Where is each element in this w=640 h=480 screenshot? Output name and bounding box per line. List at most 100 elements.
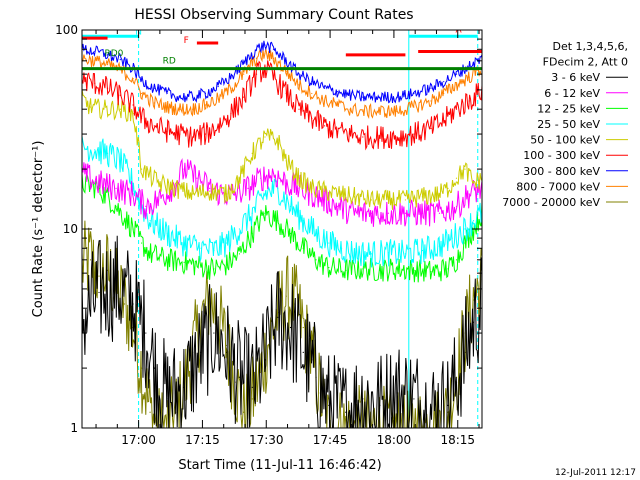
series-25-50-kev-point-9 — [200, 247, 202, 249]
series-3-6-kev-point-16 — [302, 351, 304, 353]
legend: Det 1,3,4,5,6, FDecim 2, Att 0 3 - 6 keV 6 … — [502, 40, 628, 209]
series-12-25-kev-point-27 — [464, 242, 466, 244]
series-6-12-kev-trace — [82, 158, 482, 227]
series-12-25-kev-point-25 — [447, 268, 449, 270]
series-6-12-kev-point-13 — [260, 177, 262, 179]
series-300-800-kev-point-21 — [336, 91, 338, 93]
series-25-50-kev-point-15 — [277, 187, 279, 189]
series-3-6-kev-point-10 — [226, 351, 228, 353]
legend-6-12-kev-label: 6 - 12 keV — [544, 87, 600, 100]
series-800-7000-kev-point-25 — [396, 110, 398, 112]
series-6-12-kev-point-12 — [247, 187, 249, 189]
series-300-800-kev-point-24 — [379, 96, 381, 98]
series-100-300-kev-point-2 — [106, 87, 109, 89]
series-25-50-kev-point-2 — [106, 152, 109, 154]
series-50-100-kev-point-10 — [209, 190, 211, 192]
series-25-50-kev-point-4 — [132, 182, 134, 184]
series-800-7000-kev-point-16 — [272, 57, 275, 59]
series-3-6-kev-point-12 — [251, 386, 253, 388]
axes: 17:00 17:15 17:30 17:45 18:00 18:15 1 10 100 — [55, 23, 482, 447]
legend-3-6-kev-label: 3 - 6 keV — [551, 71, 600, 84]
series-800-7000-kev-point-4 — [132, 77, 134, 80]
series-25-50-kev-point-13 — [251, 212, 253, 214]
series-6-12-kev-point-17 — [311, 193, 313, 195]
series-25-50-kev-point-20 — [340, 247, 343, 249]
series-6-12-kev-point-15 — [285, 182, 287, 184]
legend-12-25-kev-label: 12 - 25 keV — [537, 102, 600, 115]
series-6-12-kev-point-25 — [438, 212, 441, 214]
annotation-rd: RD — [163, 56, 176, 66]
series-300-800-kev — [82, 40, 482, 104]
series-100-300-kev-point-29 — [455, 108, 458, 110]
series-800-7000-kev-point-26 — [413, 106, 415, 108]
series-300-800-kev-point-2 — [106, 54, 109, 56]
series-3-6-kev-point-22 — [396, 392, 398, 394]
series-300-800-kev-point-26 — [413, 92, 415, 95]
series-50-100-kev-point-3 — [119, 108, 121, 110]
series-800-7000-kev-point-11 — [217, 98, 219, 100]
series-50-100-kev-point-25 — [421, 196, 424, 198]
series-800-7000-kev-point-15 — [264, 53, 266, 55]
series-300-800-kev-point-18 — [298, 73, 300, 75]
series-300-800-kev-point-1 — [94, 50, 96, 53]
series-3-6-kev-point-20 — [362, 398, 364, 400]
series-100-300-kev-point-24 — [379, 136, 381, 138]
x-tick-label-17-00: 17:00 — [121, 433, 156, 447]
series-6-12-kev-point-10 — [221, 193, 224, 195]
series-300-800-kev-point-12 — [230, 76, 232, 78]
series-100-300-kev-point-25 — [396, 136, 398, 138]
series-6-12-kev-point-22 — [387, 212, 389, 214]
series-50-100-kev-point-16 — [285, 160, 287, 162]
series-300-800-kev-point-25 — [396, 96, 398, 98]
series-50-100-kev-point-27 — [447, 187, 449, 189]
legend-7000-20000-kev-label: 7000 - 20000 keV — [502, 196, 600, 209]
series-300-800-kev-trace — [82, 40, 482, 104]
series-800-7000-kev-point-13 — [243, 73, 245, 75]
marks — [82, 30, 482, 428]
legend-header-line-0: Det 1,3,4,5,6, — [552, 40, 628, 53]
series-25-50-kev-point-3 — [119, 160, 121, 162]
series-6-12-kev-point-18 — [323, 199, 326, 201]
series-6-12-kev-point-2 — [115, 187, 117, 189]
series-25-50-kev-point-8 — [183, 242, 185, 244]
series-3-6-kev-point-15 — [289, 326, 292, 329]
legend-25-50-kev-label: 25 - 50 keV — [537, 118, 600, 131]
x-tick-label-17-15: 17:15 — [185, 433, 220, 447]
series-12-25-kev-point-22 — [396, 268, 398, 270]
series-100-300-kev-point-20 — [323, 125, 326, 127]
series-50-100-kev-point-8 — [175, 187, 177, 189]
series-25-50-kev-point-1 — [94, 149, 96, 151]
series-800-7000-kev-point-6 — [153, 102, 155, 104]
y-tick-label-100: 100 — [55, 23, 78, 37]
series-12-25-kev-point-12 — [251, 232, 253, 235]
series-25-50-kev-point-26 — [438, 245, 441, 247]
series-50-100-kev-point-6 — [140, 168, 143, 170]
series-50-100-kev-point-11 — [226, 193, 228, 195]
series-12-25-kev-point-23 — [413, 269, 415, 271]
series-25-50-kev-point-12 — [238, 228, 241, 230]
series-800-7000-kev-point-2 — [106, 64, 109, 66]
series-50-100-kev-point-4 — [132, 113, 134, 115]
series-12-25-kev-point-20 — [362, 268, 364, 270]
legend-300-800-kev-label: 300 - 800 keV — [523, 165, 600, 178]
series-12-25-kev-point-9 — [213, 268, 215, 270]
series-300-800-kev-point-5 — [140, 79, 143, 81]
x-tick-label-18-00: 18:00 — [377, 433, 412, 447]
series-12-25-kev-point-16 — [302, 247, 304, 249]
series-50-100-kev-point-28 — [455, 177, 458, 179]
series-3-6-kev-point-23 — [413, 398, 415, 400]
series-25-50-kev-point-25 — [421, 249, 424, 252]
series-3-6-kev-point-17 — [315, 376, 317, 378]
series-800-7000-kev-point-22 — [349, 108, 351, 110]
series-6-12-kev-point-5 — [157, 199, 160, 201]
annotations: NFRD0RDA — [82, 30, 482, 71]
series-100-300-kev-point-26 — [413, 133, 415, 135]
series-300-800-kev-point-30 — [468, 65, 470, 67]
series-100-300-kev — [82, 60, 482, 151]
series-800-7000-kev-point-10 — [204, 104, 207, 106]
series-800-7000-kev-point-20 — [323, 100, 326, 102]
series-100-300-kev-point-10 — [204, 133, 207, 135]
y-tick-label-10: 10 — [63, 222, 78, 236]
series-25-50-kev-point-22 — [370, 253, 372, 255]
series-3-6-kev-point-27 — [464, 351, 466, 353]
